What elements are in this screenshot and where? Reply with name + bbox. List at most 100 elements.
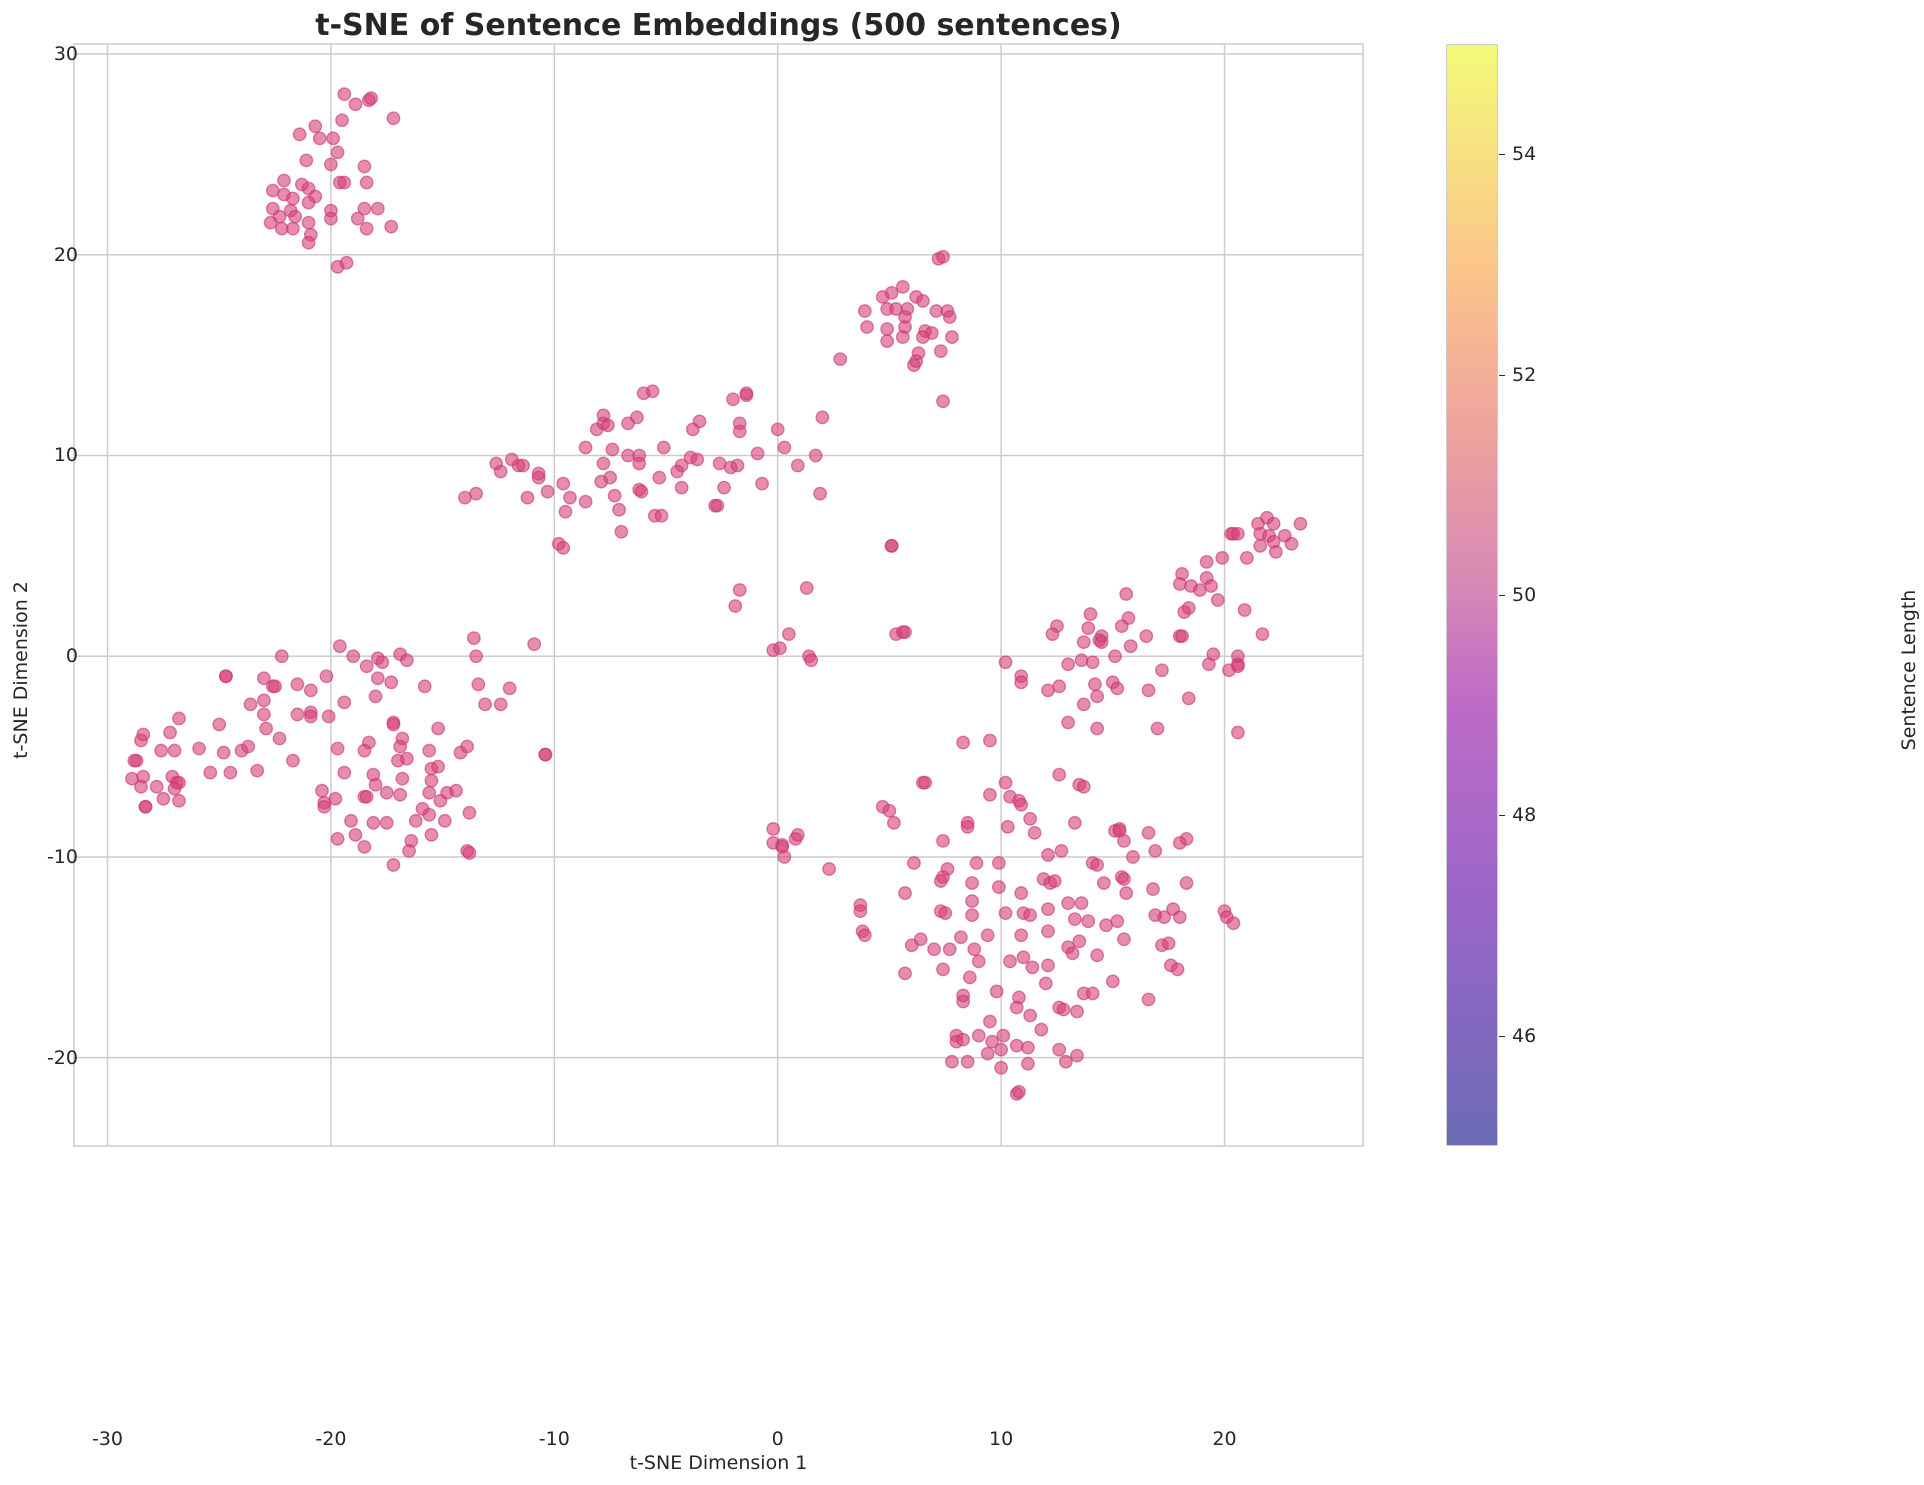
data-point <box>882 803 897 818</box>
data-point <box>730 458 745 473</box>
data-point <box>685 422 700 437</box>
data-point <box>348 827 363 842</box>
data-point <box>1210 593 1225 607</box>
data-point <box>337 765 352 780</box>
data-point <box>286 221 300 236</box>
data-point <box>815 410 830 425</box>
chart-title: t-SNE of Sentence Embeddings (500 senten… <box>315 8 1122 43</box>
data-point <box>1076 697 1091 712</box>
data-point <box>956 994 971 1009</box>
data-point <box>884 538 899 553</box>
data-point <box>424 827 439 842</box>
data-point <box>969 856 984 870</box>
y-tick-label: 30 <box>53 43 78 66</box>
data-point <box>991 856 1006 870</box>
data-point <box>422 743 437 758</box>
data-point <box>813 486 828 501</box>
data-point <box>1067 815 1082 830</box>
data-point <box>556 540 571 555</box>
data-point <box>1117 872 1131 886</box>
data-point <box>857 928 872 943</box>
data-point <box>348 97 363 112</box>
data-point <box>1172 910 1187 925</box>
data-point <box>1148 844 1163 858</box>
data-point <box>422 785 437 800</box>
data-point <box>766 821 781 836</box>
data-point <box>422 807 437 822</box>
data-point <box>462 846 477 860</box>
colorbar-tick-label: 54 <box>1512 143 1537 166</box>
data-point <box>437 813 452 828</box>
data-point <box>167 781 182 796</box>
data-point <box>1117 932 1131 947</box>
data-point <box>1056 1002 1071 1017</box>
data-point <box>1117 833 1131 848</box>
data-point <box>936 394 950 409</box>
data-point <box>632 456 647 471</box>
data-point <box>301 195 316 210</box>
data-point <box>384 219 399 234</box>
data-point <box>918 775 933 790</box>
data-point <box>1181 601 1196 615</box>
data-point <box>777 850 792 864</box>
data-point <box>339 255 354 270</box>
data-point <box>1201 657 1216 672</box>
data-point <box>286 753 300 768</box>
data-point <box>538 747 553 762</box>
data-point <box>886 815 901 830</box>
data-point <box>1058 1054 1073 1069</box>
data-point <box>1126 850 1140 864</box>
data-point <box>1284 536 1299 551</box>
data-point <box>909 354 924 369</box>
data-point <box>350 211 365 226</box>
data-point <box>991 880 1006 894</box>
data-point <box>1293 516 1308 531</box>
y-axis-label: t-SNE Dimension 2 <box>10 581 32 759</box>
data-point <box>203 765 218 780</box>
data-point <box>1148 908 1163 923</box>
data-point <box>956 735 971 750</box>
colorbar-tick-label: 50 <box>1512 584 1537 606</box>
data-point <box>219 669 233 684</box>
data-point <box>433 793 448 808</box>
colorbar-tick-mark <box>1499 1035 1505 1037</box>
data-point <box>853 904 868 919</box>
data-point <box>1047 874 1062 888</box>
data-point <box>386 858 401 872</box>
data-point <box>656 440 671 455</box>
data-point <box>324 157 338 172</box>
data-point <box>956 1032 971 1047</box>
data-point <box>1041 958 1055 973</box>
data-point <box>272 731 287 746</box>
data-point <box>379 815 394 830</box>
data-point <box>989 984 1004 999</box>
data-point <box>1094 635 1109 650</box>
data-point <box>154 743 169 758</box>
data-point <box>1114 619 1129 634</box>
data-point <box>379 785 394 800</box>
data-point <box>366 815 381 830</box>
data-point <box>605 442 620 457</box>
data-point <box>884 286 899 300</box>
data-point <box>1052 679 1067 694</box>
data-point <box>241 739 256 754</box>
colorbar-tick-label: 48 <box>1512 804 1537 827</box>
data-point <box>880 334 895 348</box>
data-point <box>274 649 289 664</box>
data-point <box>907 856 921 870</box>
data-point <box>898 966 912 981</box>
data-point <box>860 320 874 334</box>
data-point <box>1253 538 1268 553</box>
data-point <box>1161 936 1176 951</box>
data-point <box>1090 721 1105 736</box>
data-point <box>1041 848 1055 862</box>
data-point <box>770 422 785 437</box>
data-point <box>1023 1008 1038 1023</box>
colorbar-tick-mark <box>1499 374 1505 376</box>
data-point <box>1023 908 1038 923</box>
data-point <box>1076 779 1091 794</box>
data-point <box>895 330 910 344</box>
data-point <box>1090 948 1105 963</box>
data-point <box>469 649 484 664</box>
data-point <box>156 791 171 806</box>
